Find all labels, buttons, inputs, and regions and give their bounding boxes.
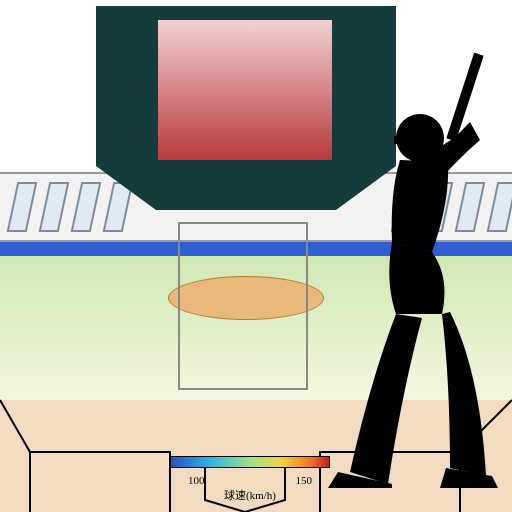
speed-legend-gradient bbox=[170, 456, 330, 468]
speed-legend-title: 球速(km/h) bbox=[166, 487, 334, 503]
speed-legend: 100 150 球速(km/h) bbox=[166, 455, 334, 503]
legend-tick-max: 150 bbox=[296, 475, 313, 487]
strike-zone-box bbox=[178, 222, 308, 390]
speed-legend-ticks: 100 150 bbox=[170, 475, 330, 487]
pitch-location-diagram: 100 150 球速(km/h) bbox=[0, 0, 512, 512]
batter-silhouette bbox=[300, 52, 510, 488]
legend-tick-min: 100 bbox=[188, 475, 205, 487]
